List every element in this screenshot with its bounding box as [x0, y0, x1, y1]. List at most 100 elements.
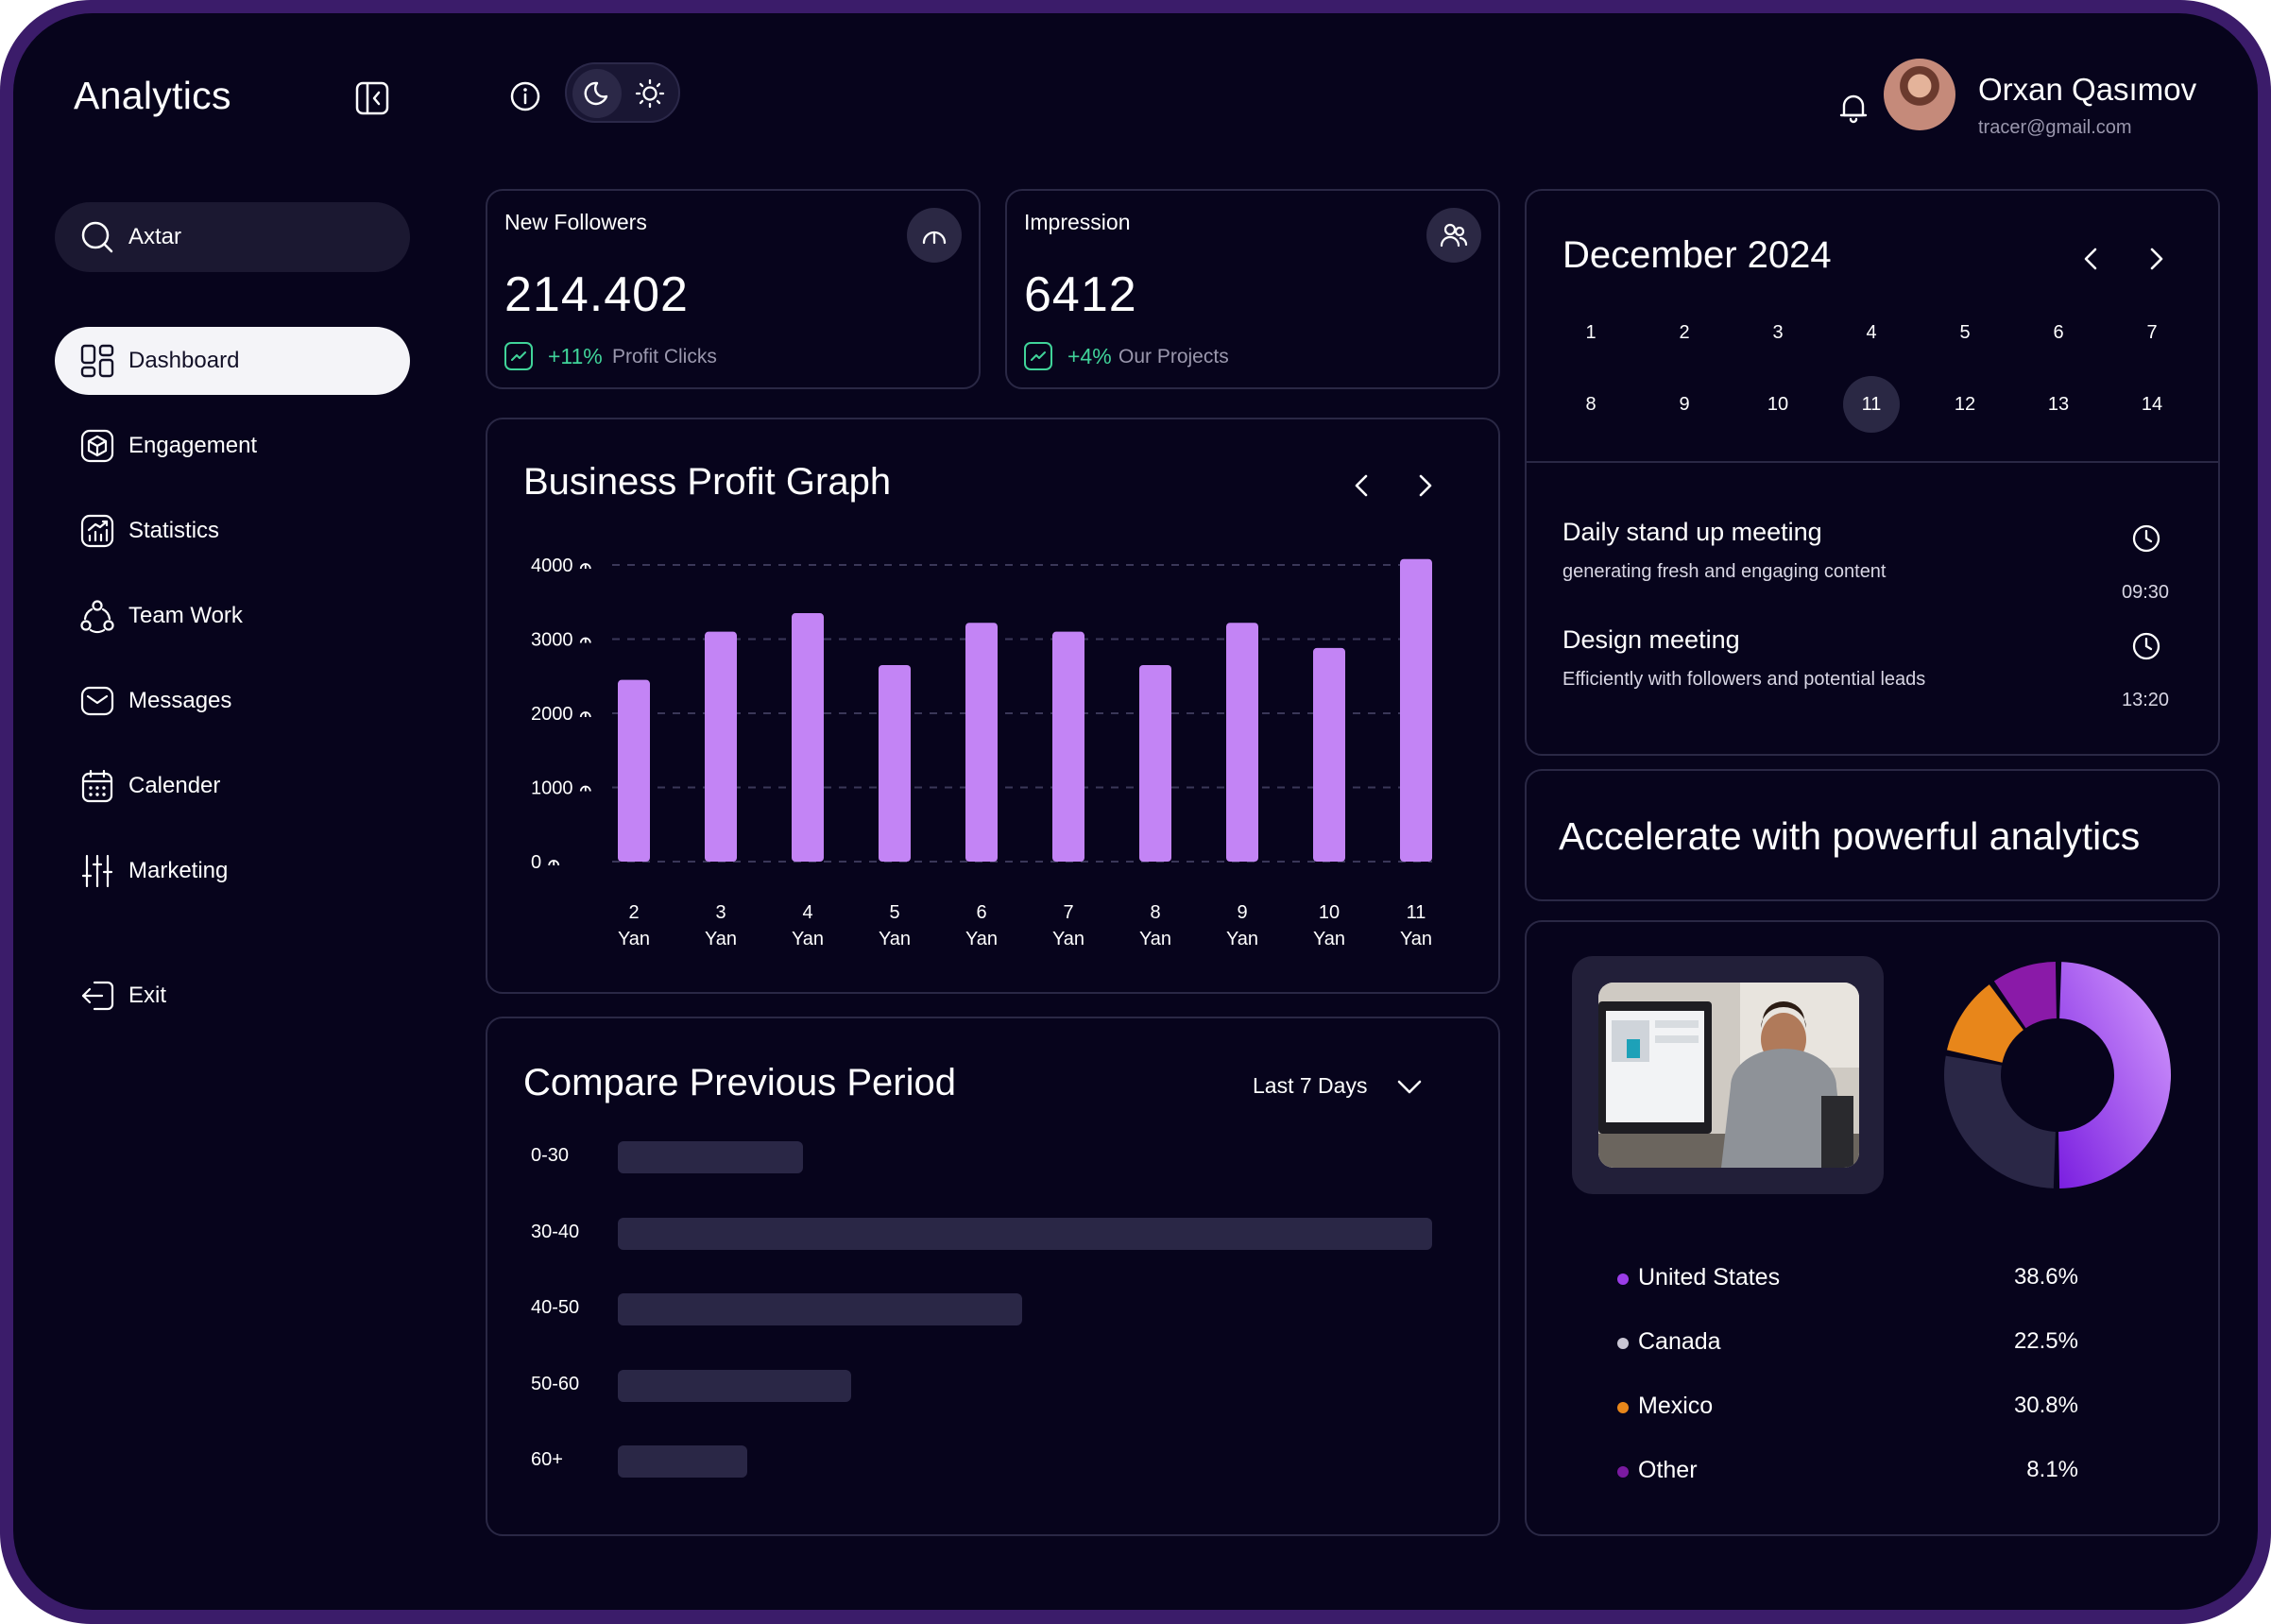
- range-bar[interactable]: [618, 1293, 1022, 1325]
- gauge-icon: [579, 637, 591, 643]
- sidebar-item-messages[interactable]: Messages: [55, 667, 410, 735]
- period-dropdown[interactable]: Last 7 Days: [1253, 1068, 1432, 1105]
- avatar[interactable]: [1884, 59, 1955, 130]
- range-bar[interactable]: [618, 1445, 747, 1478]
- y-tick-label: 0: [531, 852, 541, 873]
- user-name: Orxan Qasımov: [1978, 72, 2197, 107]
- calendar-day[interactable]: 2: [1679, 321, 1690, 343]
- sidebar-item-team-work[interactable]: Team Work: [55, 582, 410, 650]
- clock-icon: [2132, 632, 2160, 660]
- range-bar[interactable]: [618, 1369, 851, 1402]
- event-title[interactable]: Daily stand up meeting: [1562, 518, 1822, 546]
- range-bar[interactable]: [618, 1141, 803, 1173]
- dropdown-label: Last 7 Days: [1253, 1073, 1368, 1098]
- chart-bar[interactable]: [965, 623, 998, 862]
- search-box[interactable]: [55, 202, 410, 272]
- stats-icon: [80, 514, 114, 548]
- chart-bar[interactable]: [879, 664, 911, 862]
- sidebar-item-statistics[interactable]: Statistics: [55, 497, 410, 565]
- trend-up-icon: [1024, 342, 1052, 370]
- dashboard-icon: [80, 344, 114, 378]
- chart-bar[interactable]: [1139, 664, 1171, 862]
- profit-graph-title: Business Profit Graph: [523, 461, 892, 503]
- chart-bar[interactable]: [618, 679, 650, 862]
- user-email: tracer@gmail.com: [1978, 117, 2132, 138]
- calendar-day[interactable]: 13: [2047, 393, 2070, 415]
- calendar-day[interactable]: 8: [1585, 393, 1597, 415]
- sidebar-item-label: Team Work: [128, 603, 243, 628]
- x-tick-day: 5: [889, 902, 899, 923]
- legend-dot: [1617, 1338, 1629, 1349]
- legend-dot: [1617, 1466, 1629, 1478]
- x-tick-month: Yan: [1313, 929, 1345, 949]
- chevron-right-icon[interactable]: [2137, 240, 2175, 278]
- sidebar-item-exit[interactable]: Exit: [55, 962, 410, 1030]
- x-tick-day: 9: [1237, 902, 1247, 923]
- chart-bar[interactable]: [1400, 558, 1432, 862]
- calendar-day[interactable]: 11: [1843, 376, 1900, 433]
- stat-change: +4%: [1067, 344, 1112, 368]
- x-tick-month: Yan: [1139, 929, 1171, 949]
- calendar-day[interactable]: 7: [2146, 321, 2158, 343]
- chart-bar[interactable]: [792, 613, 824, 862]
- stat-value: 6412: [1024, 267, 1137, 322]
- chevron-right-icon[interactable]: [1406, 467, 1443, 504]
- donut-segment-magenta[interactable]: [1993, 962, 2057, 1029]
- sun-icon[interactable]: [625, 69, 674, 118]
- calendar-day[interactable]: 5: [1959, 321, 1971, 343]
- gauge-icon: [548, 860, 560, 866]
- office-photo: [1598, 983, 1859, 1168]
- stat-change-label: Our Projects: [1118, 346, 1229, 368]
- profit-graph-card: Business Profit Graph 4000 3000 2000 1000 0 2…: [486, 418, 1500, 994]
- gauge-icon: [579, 785, 591, 792]
- bell-icon[interactable]: [1835, 89, 1872, 127]
- chart-bar[interactable]: [1313, 647, 1345, 862]
- app-title: Analytics: [74, 74, 231, 117]
- chart-bar[interactable]: [1226, 623, 1258, 862]
- users-icon[interactable]: [1426, 208, 1481, 263]
- calendar-day[interactable]: 4: [1866, 321, 1877, 343]
- info-icon[interactable]: [504, 76, 546, 117]
- donut-segment-orange[interactable]: [1946, 984, 2023, 1063]
- sidebar-item-marketing[interactable]: Marketing: [55, 837, 410, 905]
- event-title[interactable]: Design meeting: [1562, 625, 1740, 654]
- event-desc: generating fresh and engaging content: [1562, 561, 1887, 582]
- chart-bar[interactable]: [1052, 631, 1084, 862]
- divider: [1527, 461, 2218, 463]
- chevron-left-icon[interactable]: [2073, 240, 2110, 278]
- y-tick-label: 3000: [531, 630, 573, 651]
- calendar-day[interactable]: 10: [1767, 393, 1789, 415]
- sidebar-item-dashboard[interactable]: Dashboard: [55, 327, 410, 395]
- sidebar-item-calender[interactable]: Calender: [55, 752, 410, 820]
- app-screen: Analytics: [13, 13, 2258, 1610]
- x-tick-day: 3: [715, 902, 726, 923]
- y-tick-label: 4000: [531, 556, 573, 576]
- gauge-icon[interactable]: [907, 208, 962, 263]
- range-bar[interactable]: [618, 1217, 1432, 1250]
- calendar-day[interactable]: 1: [1585, 321, 1597, 343]
- calendar-day[interactable]: 14: [2141, 393, 2163, 415]
- x-tick-day: 6: [976, 902, 986, 923]
- country-name: Canada: [1638, 1328, 1721, 1355]
- x-tick-month: Yan: [705, 929, 737, 949]
- calendar-day[interactable]: 9: [1679, 393, 1690, 415]
- sidebar-item-label: Dashboard: [128, 348, 240, 373]
- calendar-day[interactable]: 12: [1954, 393, 1976, 415]
- moon-icon[interactable]: [572, 69, 622, 118]
- chart-bar[interactable]: [705, 631, 737, 862]
- search-input[interactable]: [128, 219, 393, 255]
- sidebar-item-engagement[interactable]: Engagement: [55, 412, 410, 480]
- sidebar-toggle-icon[interactable]: [353, 79, 391, 117]
- compare-card: Compare Previous Period Last 7 Days 0-30…: [486, 1017, 1500, 1536]
- chevron-left-icon[interactable]: [1343, 467, 1381, 504]
- donut-segment-purple-main[interactable]: [2058, 962, 2172, 1188]
- theme-toggle[interactable]: [565, 62, 680, 123]
- donut-segment-dark[interactable]: [1944, 1055, 2056, 1188]
- stat-title: New Followers: [504, 210, 647, 234]
- calendar-day[interactable]: 3: [1772, 321, 1784, 343]
- stat-card-followers: New Followers 214.402 +11% Profit Clicks: [486, 189, 981, 389]
- x-tick-day: 10: [1319, 902, 1340, 923]
- countries-card: United States 38.6% Canada 22.5% Mexico …: [1525, 920, 2220, 1536]
- exit-label: Exit: [128, 983, 167, 1008]
- calendar-day[interactable]: 6: [2053, 321, 2064, 343]
